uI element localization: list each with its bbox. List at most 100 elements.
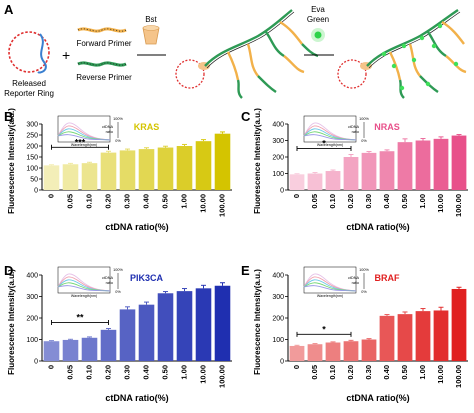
- y-tick-label: 200: [26, 316, 38, 323]
- y-tick-label: 300: [26, 294, 38, 301]
- chart-title: BRAF: [375, 273, 400, 283]
- inset-spectrum-line: [303, 134, 357, 141]
- y-tick-label: 100: [26, 166, 38, 173]
- panel-letter: B: [4, 109, 13, 124]
- bar: [307, 344, 323, 361]
- bar: [379, 315, 395, 361]
- x-tick-label: 100.00: [218, 365, 227, 388]
- chart-title: KRAS: [134, 122, 160, 132]
- inset-legend-bottom: 0%: [115, 290, 121, 294]
- bar: [100, 329, 117, 361]
- y-tick-label: 0: [280, 188, 284, 195]
- x-tick-label: 0.05: [66, 365, 75, 380]
- x-tick-label: 1.00: [180, 194, 189, 209]
- bar: [176, 291, 193, 361]
- y-tick-label: 100: [272, 337, 284, 344]
- bar: [397, 314, 413, 361]
- panel-letter: D: [4, 263, 13, 278]
- inset-legend-label: ctDNA: [102, 276, 113, 280]
- bar: [43, 341, 60, 361]
- x-tick-label: 0: [292, 365, 301, 369]
- chart-panel-braf: E BRAF Fluorescence Intensity(a.u.) 0 100 200…: [241, 263, 468, 403]
- significance-stars: *: [322, 324, 326, 334]
- x-axis-label: ctDNA ratio(%): [105, 393, 168, 403]
- bar: [433, 310, 449, 361]
- inset-legend-top: 100%: [113, 268, 123, 272]
- bar: [195, 288, 212, 361]
- bar: [62, 339, 79, 361]
- x-tick-label: 0.10: [85, 365, 94, 380]
- inset-legend-label: ctDNA: [348, 276, 359, 280]
- x-tick-label: 0.40: [382, 194, 391, 209]
- eva-green-dye-icon: [311, 28, 325, 42]
- y-tick-label: 50: [30, 177, 38, 184]
- reporter-ring-icon: [8, 31, 50, 74]
- bar: [138, 149, 155, 190]
- y-tick-label: 400: [272, 122, 284, 129]
- bar: [176, 146, 193, 190]
- bar: [138, 304, 155, 361]
- plus-sign: +: [62, 47, 70, 63]
- inset-legend-label: ratio: [352, 281, 359, 285]
- x-tick-label: 0.50: [161, 194, 170, 209]
- x-tick-label: 1.00: [180, 365, 189, 380]
- bar: [325, 171, 341, 190]
- x-tick-label: 10.00: [436, 365, 445, 384]
- x-tick-label: 0.20: [346, 194, 355, 209]
- inset-frame: [57, 266, 111, 294]
- x-tick-label: 0.40: [382, 365, 391, 380]
- bar: [415, 311, 431, 361]
- chart-panel-pik3ca: D PIK3CA Fluorescence Intensity(a.u.) 0 100 2…: [4, 263, 232, 403]
- x-tick-label: 0.50: [161, 365, 170, 380]
- y-tick-label: 300: [272, 138, 284, 145]
- bar: [119, 309, 136, 361]
- bst-label: Bst: [145, 15, 157, 24]
- inset-spectrum-line: [57, 285, 111, 292]
- bar: [397, 142, 413, 190]
- x-tick-label: 0.10: [328, 365, 337, 380]
- inset-legend-label: ratio: [352, 130, 359, 134]
- y-tick-label: 150: [26, 155, 38, 162]
- x-axis-label: ctDNA ratio(%): [346, 222, 409, 232]
- y-axis-label: Fluorescence Intensity(a.u.): [7, 108, 16, 214]
- chart-title: NRAS: [374, 122, 400, 132]
- bar: [289, 174, 305, 190]
- y-tick-label: 200: [26, 144, 38, 151]
- inset-legend-label: ctDNA: [102, 125, 113, 129]
- inset-legend-top: 100%: [113, 117, 123, 121]
- x-tick-label: 0.05: [66, 194, 75, 209]
- inset-legend-bottom: 0%: [361, 290, 367, 294]
- x-tick-label: 0.30: [364, 365, 373, 380]
- x-tick-label: 0.30: [123, 365, 132, 380]
- bar: [81, 337, 98, 361]
- x-tick-label: 100.00: [454, 365, 463, 388]
- x-tick-label: 1.00: [418, 365, 427, 380]
- fluorescent-amplicon-icon: [337, 9, 467, 99]
- x-tick-label: 0.20: [104, 365, 113, 380]
- y-axis-label: Fluorescence Intensity(a.u.): [253, 269, 262, 375]
- panel-letter: E: [241, 263, 250, 278]
- x-axis-label: ctDNA ratio(%): [105, 222, 168, 232]
- bar: [451, 135, 467, 190]
- y-tick-label: 100: [272, 171, 284, 178]
- x-tick-label: 0.20: [346, 365, 355, 380]
- bar: [119, 150, 136, 190]
- y-tick-label: 100: [26, 337, 38, 344]
- inset-legend-label: ratio: [106, 130, 113, 134]
- reverse-primer-icon: [77, 61, 127, 67]
- bar: [157, 293, 174, 361]
- significance-stars: *: [322, 139, 326, 149]
- bar: [214, 133, 231, 190]
- x-tick-label: 0: [47, 365, 56, 369]
- x-tick-label: 0.05: [310, 365, 319, 380]
- x-tick-label: 0.50: [400, 365, 409, 380]
- forward-primer-label: Forward Primer: [76, 39, 131, 48]
- inset-frame: [303, 115, 357, 143]
- chart-title: PIK3CA: [130, 273, 164, 283]
- schematic-panel: A Released Reporter Ring + Forward Prime…: [4, 2, 467, 99]
- inset-frame: [303, 266, 357, 294]
- x-tick-label: 0.30: [123, 194, 132, 209]
- bst-enzyme-icon: [142, 25, 160, 45]
- significance-stars: **: [76, 313, 84, 323]
